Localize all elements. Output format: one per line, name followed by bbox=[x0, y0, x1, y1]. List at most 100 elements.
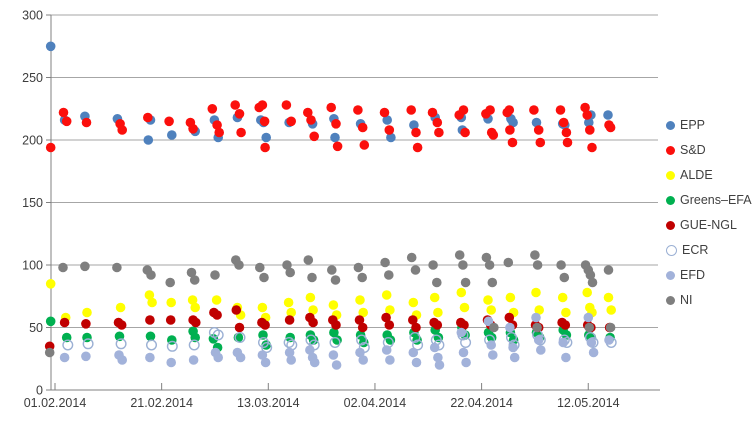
data-point-gue-ngl bbox=[459, 320, 469, 330]
data-point-s-d bbox=[260, 142, 270, 153]
data-point-s-d bbox=[411, 127, 421, 138]
data-point-alde bbox=[286, 307, 297, 318]
data-point-gue-ngl bbox=[145, 315, 155, 325]
data-point-s-d bbox=[236, 127, 246, 138]
data-point-alde bbox=[606, 305, 616, 315]
data-point-efd bbox=[505, 322, 515, 333]
data-point-ni bbox=[487, 277, 498, 288]
data-point-efd bbox=[213, 352, 223, 363]
data-point-s-d bbox=[309, 131, 320, 142]
data-point-efd bbox=[166, 357, 176, 368]
data-point-gue-ngl bbox=[212, 310, 222, 320]
data-point-gue-ngl bbox=[331, 320, 341, 330]
data-point-epp bbox=[584, 117, 594, 128]
data-point-efd bbox=[508, 342, 518, 353]
data-point-ni bbox=[303, 255, 314, 265]
x-axis-label: 12.05.2014 bbox=[557, 396, 620, 410]
data-point-ecr bbox=[460, 337, 472, 349]
data-point-ecr bbox=[62, 339, 74, 351]
data-point-alde bbox=[385, 305, 395, 315]
data-point-efd bbox=[483, 316, 494, 327]
data-point-s-d bbox=[61, 116, 72, 127]
data-point-greens-efa bbox=[45, 316, 56, 327]
data-point-s-d bbox=[45, 142, 56, 153]
data-point-s-d bbox=[286, 116, 297, 127]
data-point-greens-efa bbox=[385, 335, 396, 345]
data-point-ni bbox=[559, 272, 570, 283]
data-point-greens-efa bbox=[332, 335, 342, 345]
data-point-s-d bbox=[562, 137, 573, 148]
data-point-alde bbox=[531, 287, 541, 298]
data-point-efd bbox=[533, 335, 544, 345]
data-point-gue-ngl bbox=[432, 320, 443, 330]
data-point-s-d bbox=[535, 137, 546, 148]
legend-item-gue-ngl: GUE-NGL bbox=[666, 219, 752, 231]
data-point-alde bbox=[534, 305, 544, 315]
data-point-efd bbox=[434, 360, 445, 370]
data-point-s-d bbox=[326, 102, 337, 113]
data-point-s-d bbox=[143, 112, 153, 123]
data-point-alde bbox=[308, 305, 318, 315]
data-point-s-d bbox=[331, 119, 341, 129]
data-point-efd bbox=[429, 342, 440, 353]
legend-marker-ni-icon bbox=[666, 295, 675, 305]
data-point-s-d bbox=[427, 107, 438, 118]
legend-label-greens-efa: Greens–EFA bbox=[680, 193, 752, 207]
data-point-ni bbox=[605, 322, 616, 333]
data-point-gue-ngl bbox=[357, 322, 368, 333]
data-point-epp bbox=[261, 132, 272, 143]
data-point-ni bbox=[307, 272, 317, 283]
legend-item-sd: S&D bbox=[666, 144, 752, 156]
data-point-alde bbox=[358, 307, 369, 318]
data-point-epp bbox=[143, 135, 154, 145]
data-point-gue-ngl bbox=[384, 320, 395, 330]
data-point-gue-ngl bbox=[191, 317, 201, 328]
data-point-alde bbox=[190, 302, 200, 313]
data-point-alde bbox=[557, 292, 568, 303]
data-point-efd bbox=[286, 355, 297, 365]
data-point-ecr bbox=[329, 337, 341, 349]
x-axis-label: 02.04.2014 bbox=[344, 396, 407, 410]
data-point-s-d bbox=[234, 109, 245, 119]
data-point-ni bbox=[406, 252, 417, 263]
data-point-alde bbox=[561, 307, 571, 318]
data-point-ni bbox=[410, 265, 421, 275]
data-point-s-d bbox=[257, 100, 268, 110]
data-point-s-d bbox=[406, 105, 417, 115]
data-point-ni bbox=[454, 250, 465, 260]
legend-item-greens-efa: Greens–EFA bbox=[666, 194, 752, 206]
x-axis-label: 22.04.2014 bbox=[450, 396, 513, 410]
data-point-alde bbox=[603, 292, 614, 303]
legend-marker-epp-icon bbox=[666, 120, 675, 130]
data-point-s-d bbox=[605, 122, 616, 133]
data-point-gue-ngl bbox=[504, 312, 515, 323]
data-point-ni bbox=[432, 277, 442, 288]
y-axis-label: 50 bbox=[29, 321, 43, 335]
data-point-epp bbox=[330, 132, 340, 143]
legend-marker-greens-efa-icon bbox=[666, 195, 675, 205]
data-point-s-d bbox=[359, 140, 370, 150]
data-point-s-d bbox=[460, 127, 470, 138]
data-point-ni bbox=[357, 272, 368, 283]
data-point-efd bbox=[586, 337, 597, 348]
x-axis-label: 01.02.2014 bbox=[24, 396, 87, 410]
data-point-s-d bbox=[81, 117, 92, 128]
data-point-alde bbox=[82, 307, 92, 318]
data-point-gue-ngl bbox=[260, 320, 270, 330]
data-point-epp bbox=[508, 117, 518, 128]
data-point-ni bbox=[210, 270, 220, 280]
data-point-ni bbox=[585, 270, 596, 280]
data-point-s-d bbox=[353, 105, 363, 115]
data-point-ecr bbox=[412, 339, 424, 351]
data-point-efd bbox=[81, 351, 91, 362]
data-point-s-d bbox=[281, 100, 292, 110]
data-point-epp bbox=[382, 115, 393, 125]
data-point-s-d bbox=[432, 117, 443, 128]
legend-label-epp: EPP bbox=[680, 118, 706, 132]
data-point-efd bbox=[408, 347, 419, 358]
data-point-epp bbox=[603, 110, 613, 120]
data-point-ni bbox=[428, 260, 438, 270]
data-point-gue-ngl bbox=[284, 315, 295, 325]
data-point-ni bbox=[282, 260, 292, 270]
